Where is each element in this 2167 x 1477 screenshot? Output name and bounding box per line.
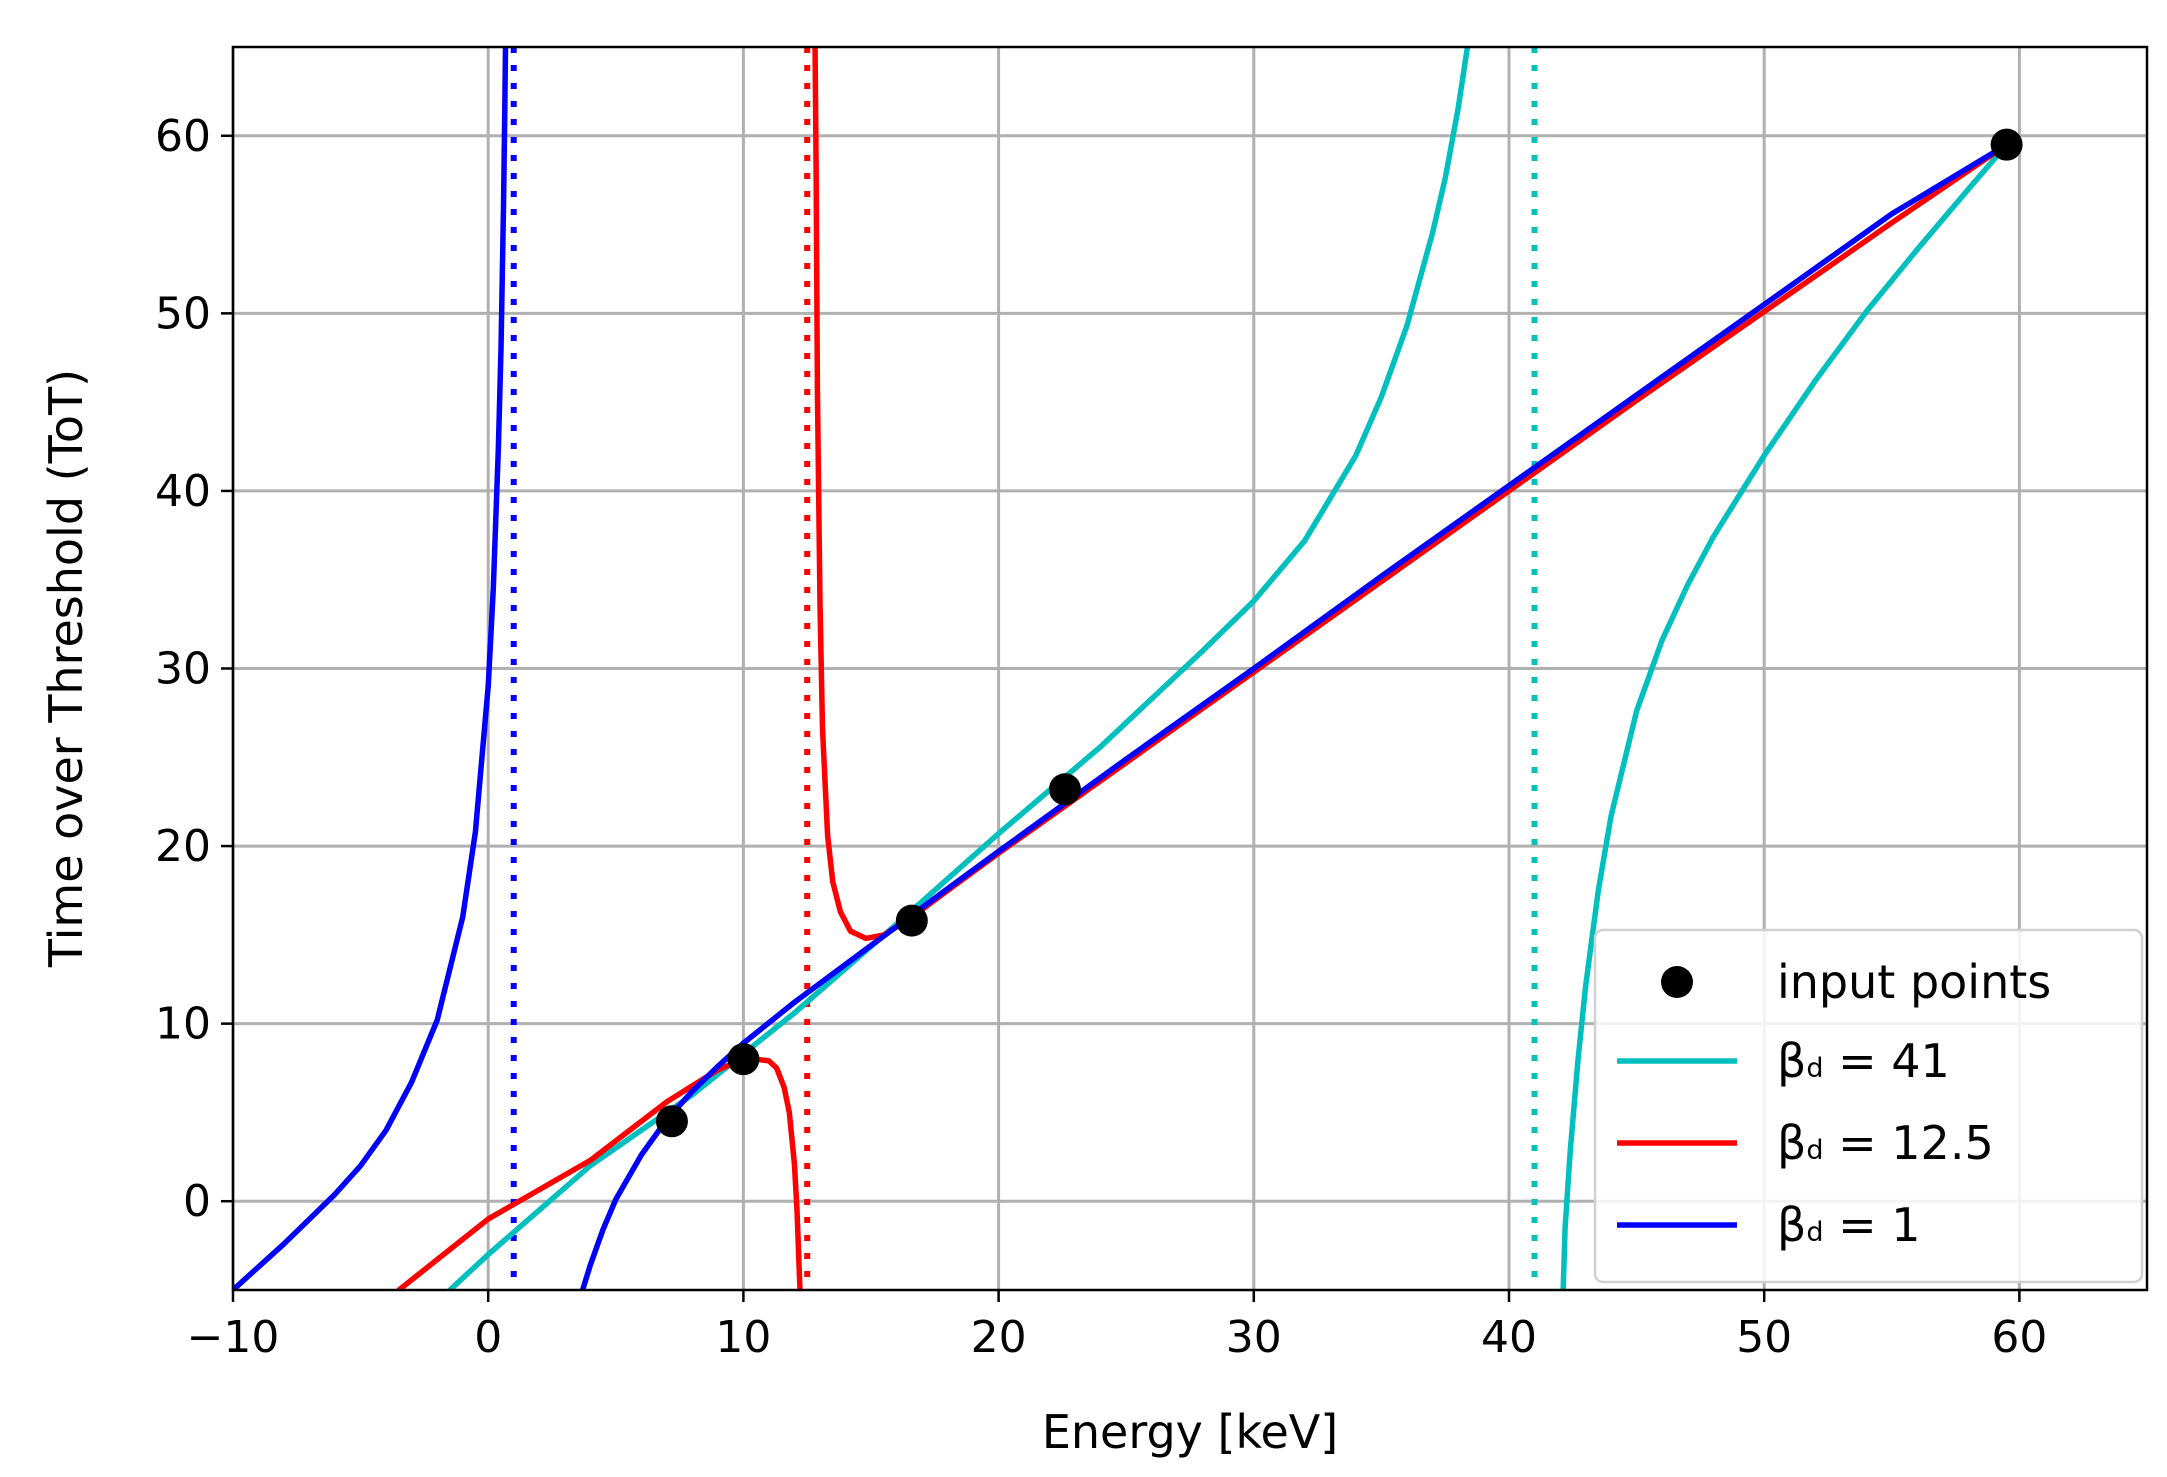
- series-curves: [233, 47, 2010, 1290]
- y-tick-label: 50: [155, 288, 211, 339]
- input-point: [895, 904, 928, 937]
- legend-label-value: = 1: [1824, 1198, 1921, 1252]
- x-tick-label: 10: [715, 1312, 771, 1363]
- x-tick-label: 40: [1481, 1312, 1537, 1363]
- input-point: [727, 1043, 760, 1076]
- y-tick-label: 20: [155, 821, 211, 872]
- y-tick-label: 10: [155, 999, 211, 1050]
- legend-box: [1593, 928, 2144, 1284]
- legend-label-symbol: β: [1777, 1034, 1806, 1088]
- legend-label-symbol: β: [1777, 1198, 1806, 1252]
- legend-label-value: = 12.5: [1824, 1116, 1994, 1170]
- legend-label-symbol: β: [1777, 1116, 1806, 1170]
- x-tick-label: 20: [971, 1312, 1027, 1363]
- legend-label-subscript: d: [1806, 1135, 1823, 1166]
- legend-label-input-points: input points: [1777, 955, 2051, 1009]
- x-tick-label: 60: [1991, 1312, 2047, 1363]
- legend-label-subscript: d: [1806, 1217, 1823, 1248]
- legend-label: βd = 12.5: [1777, 1116, 1994, 1170]
- series-line: [1560, 141, 2010, 1290]
- legend-label-value: = 41: [1824, 1034, 1950, 1088]
- x-tick-label: 0: [474, 1312, 502, 1363]
- x-axis-ticks: −10 0 10 20 30 40 50 60: [187, 1290, 2047, 1363]
- y-tick-label: 60: [155, 111, 211, 162]
- x-tick-label: −10: [187, 1312, 280, 1363]
- x-tick-label: 30: [1226, 1312, 1282, 1363]
- legend-marker-input-points: [1661, 966, 1693, 998]
- x-tick-label: 50: [1736, 1312, 1792, 1363]
- y-tick-label: 40: [155, 466, 211, 517]
- y-tick-label: 0: [183, 1176, 211, 1227]
- series-line: [447, 47, 1471, 1290]
- input-point: [655, 1105, 688, 1138]
- input-point: [1048, 773, 1081, 806]
- legend-label-subscript: d: [1806, 1053, 1823, 1084]
- series-line: [579, 141, 2010, 1290]
- x-axis-label: Energy [keV]: [1042, 1405, 1338, 1459]
- y-axis-label: Time over Threshold (ToT): [39, 369, 93, 968]
- legend-label: βd = 41: [1777, 1034, 1950, 1088]
- input-points: [655, 128, 2023, 1138]
- series-line: [396, 1056, 803, 1290]
- input-point: [1990, 128, 2023, 161]
- y-axis-ticks: 0 10 20 30 40 50 60: [155, 111, 233, 1227]
- series-line: [233, 47, 509, 1290]
- y-tick-label: 30: [155, 644, 211, 695]
- legend-label: βd = 1: [1777, 1198, 1921, 1252]
